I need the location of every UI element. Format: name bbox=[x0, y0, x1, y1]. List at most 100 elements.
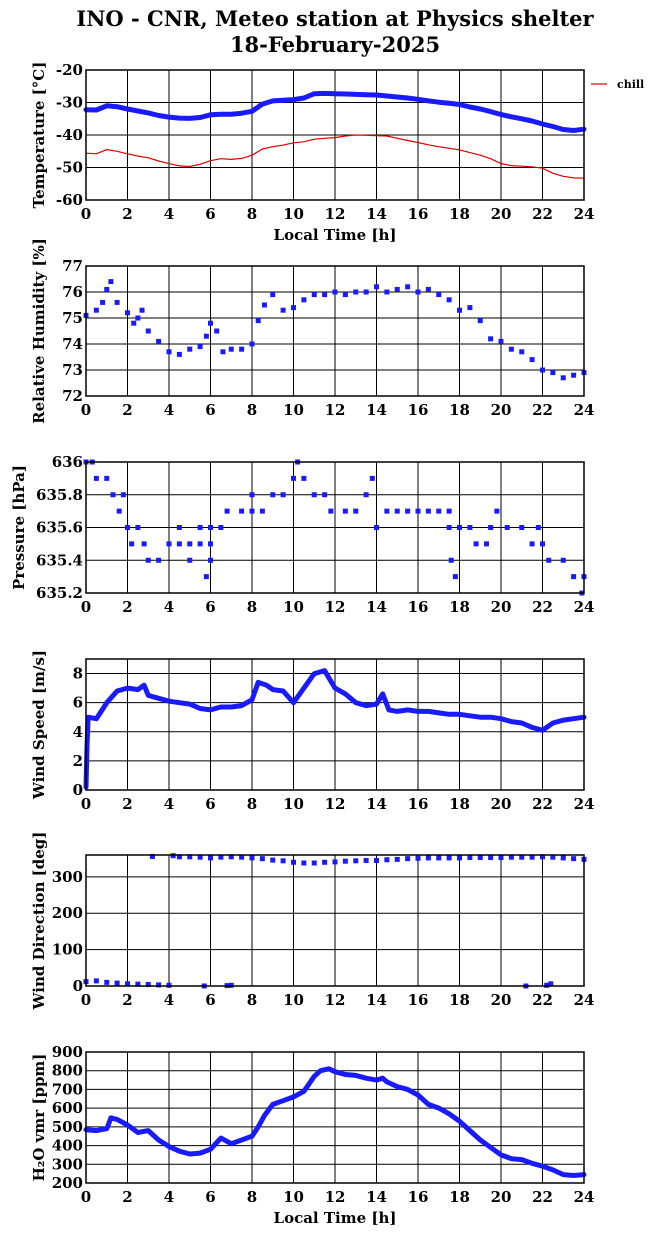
x-tick-label: 22 bbox=[532, 598, 553, 616]
data-point bbox=[224, 508, 230, 514]
data-point bbox=[176, 854, 182, 860]
y-tick-label: 500 bbox=[52, 1118, 83, 1136]
x-tick-label: 16 bbox=[408, 401, 429, 419]
data-point bbox=[446, 508, 452, 514]
series-chill bbox=[85, 134, 585, 179]
data-point bbox=[488, 855, 494, 861]
legend-chill: chill bbox=[591, 78, 644, 91]
x-tick-label: 10 bbox=[283, 401, 304, 419]
data-point bbox=[488, 336, 494, 342]
data-point bbox=[508, 854, 514, 860]
data-point bbox=[259, 508, 265, 514]
data-point bbox=[104, 286, 110, 292]
data-point bbox=[405, 508, 411, 514]
series-wind-speed-line bbox=[83, 668, 587, 790]
x-tick-label: 12 bbox=[325, 991, 346, 1009]
data-point bbox=[135, 315, 141, 321]
y-tick-label: 300 bbox=[52, 1155, 83, 1173]
y-tick-label: 6 bbox=[73, 694, 83, 712]
data-point bbox=[125, 981, 130, 987]
data-point bbox=[255, 318, 261, 324]
data-point bbox=[125, 310, 130, 316]
x-tick-label: 4 bbox=[164, 401, 174, 419]
data-point bbox=[353, 858, 359, 864]
data-point bbox=[311, 292, 317, 298]
series-temperature-line bbox=[83, 90, 587, 133]
x-tick-label: 20 bbox=[491, 991, 512, 1009]
y-tick-label: 200 bbox=[52, 1174, 83, 1192]
data-point bbox=[270, 857, 276, 863]
data-point bbox=[311, 860, 317, 866]
data-point bbox=[369, 475, 375, 481]
x-tick-label: 22 bbox=[532, 795, 553, 813]
data-point bbox=[332, 859, 338, 865]
x-tick-label: 18 bbox=[449, 598, 470, 616]
data-point bbox=[498, 855, 504, 861]
data-point bbox=[448, 557, 454, 563]
data-point bbox=[291, 305, 296, 311]
data-point bbox=[280, 858, 286, 864]
x-tick-label: 14 bbox=[366, 598, 387, 616]
data-point bbox=[446, 855, 452, 861]
data-point bbox=[93, 978, 99, 984]
x-tick-label: 10 bbox=[283, 598, 304, 616]
series-chill-line bbox=[85, 134, 585, 179]
data-point bbox=[374, 284, 379, 290]
data-point bbox=[149, 853, 155, 859]
data-point bbox=[374, 525, 379, 530]
data-point bbox=[228, 346, 234, 352]
data-point bbox=[239, 854, 245, 860]
y-tick-label: 900 bbox=[52, 1043, 83, 1061]
data-point bbox=[135, 525, 141, 530]
data-point bbox=[93, 307, 99, 313]
data-point bbox=[125, 525, 130, 530]
x-tick-label: 18 bbox=[449, 205, 470, 223]
data-point bbox=[328, 508, 334, 514]
series-h2o-vmr-line bbox=[83, 1066, 587, 1178]
plot-frame bbox=[85, 854, 585, 987]
plot-frame bbox=[85, 658, 585, 791]
y-axis-label: Pressure [hPa] bbox=[10, 465, 28, 590]
data-point bbox=[353, 508, 359, 514]
y-tick-label: 700 bbox=[52, 1080, 83, 1098]
data-point bbox=[291, 475, 296, 481]
data-point bbox=[560, 855, 566, 861]
x-tick-label: 2 bbox=[122, 795, 132, 813]
y-tick-label: 8 bbox=[73, 665, 83, 683]
plot-frame bbox=[85, 265, 585, 397]
data-point bbox=[550, 854, 556, 860]
x-tick-label: 10 bbox=[283, 205, 304, 223]
x-tick-label: 20 bbox=[491, 598, 512, 616]
data-point bbox=[529, 854, 535, 860]
data-point bbox=[261, 302, 267, 308]
data-point bbox=[131, 320, 137, 326]
data-point bbox=[114, 980, 120, 986]
data-point bbox=[477, 855, 483, 861]
data-point bbox=[141, 541, 147, 547]
data-point bbox=[394, 286, 400, 292]
data-point bbox=[116, 508, 122, 514]
data-point bbox=[104, 475, 110, 481]
x-tick-label: 0 bbox=[81, 401, 91, 419]
y-tick-label: 0 bbox=[73, 781, 83, 799]
data-point bbox=[187, 346, 193, 352]
x-tick-label: 4 bbox=[164, 795, 174, 813]
series-wind-speed bbox=[83, 668, 587, 790]
data-point bbox=[467, 305, 473, 311]
data-point bbox=[332, 289, 338, 295]
x-tick-label: 0 bbox=[81, 205, 91, 223]
x-tick-label: 0 bbox=[81, 1188, 91, 1206]
y-tick-label: 74 bbox=[62, 335, 83, 353]
x-tick-label: 6 bbox=[205, 991, 215, 1009]
data-point bbox=[529, 357, 535, 363]
x-tick-label: 2 bbox=[122, 598, 132, 616]
data-point bbox=[540, 367, 545, 373]
data-point bbox=[156, 982, 162, 988]
x-tick-label: 24 bbox=[574, 401, 595, 419]
data-point bbox=[550, 370, 556, 376]
data-point bbox=[342, 508, 348, 514]
data-point bbox=[519, 525, 525, 530]
y-tick-label: 72 bbox=[62, 387, 83, 405]
